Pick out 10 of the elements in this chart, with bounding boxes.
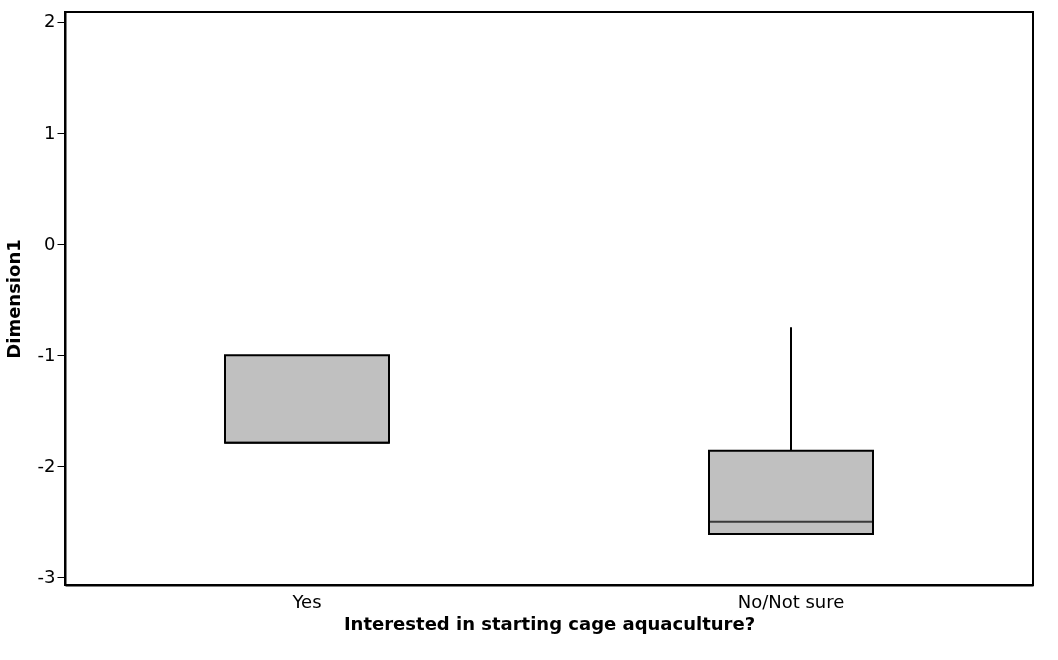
y-tick-label: -2 — [37, 454, 56, 476]
x-axis-title: Interested in starting cage aquaculture? — [343, 612, 756, 634]
x-tick-label: Yes — [291, 590, 322, 612]
y-tick-label: 0 — [44, 232, 56, 254]
y-tick-label: 2 — [44, 10, 56, 32]
y-tick-label: -3 — [37, 565, 56, 587]
y-tick-label: -1 — [37, 343, 56, 365]
y-tick-label: 1 — [44, 121, 56, 143]
y-axis-title: Dimension1 — [2, 239, 24, 359]
x-tick-label: No/Not sure — [737, 590, 845, 612]
